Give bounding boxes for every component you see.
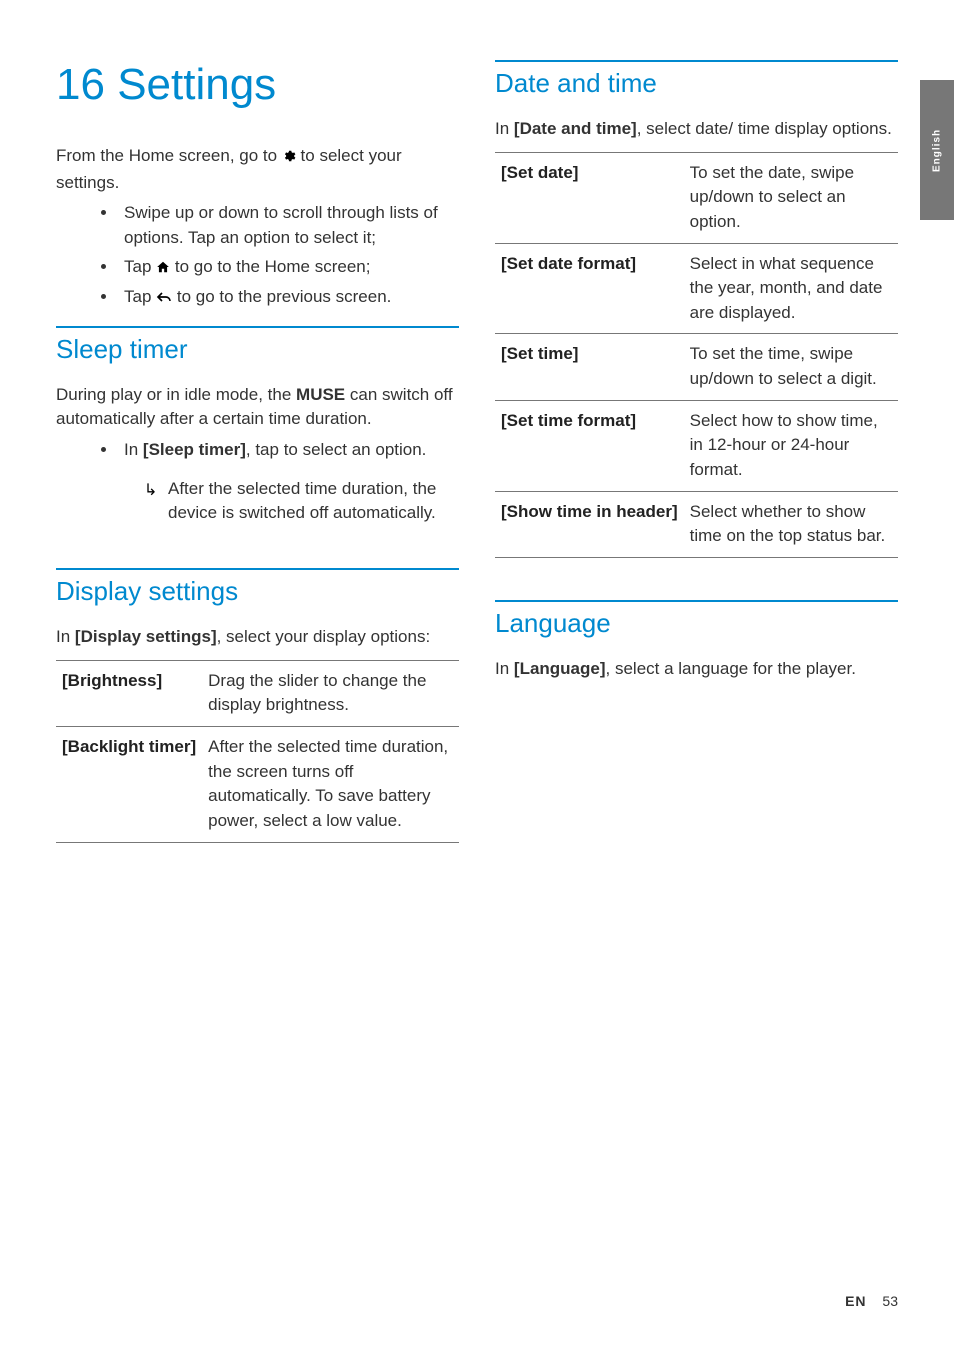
text: , tap to select an option. bbox=[246, 440, 427, 459]
text: In bbox=[124, 440, 143, 459]
text: , select your display options: bbox=[217, 627, 431, 646]
option-value: After the selected time duration, the sc… bbox=[202, 726, 459, 842]
section-heading: Date and time bbox=[495, 68, 898, 99]
table-row: [Show time in header]Select whether to s… bbox=[495, 491, 898, 557]
text-strong: [Language] bbox=[514, 659, 606, 678]
sleep-sub-bullet: After the selected time duration, the de… bbox=[56, 477, 459, 526]
gear-icon bbox=[282, 146, 296, 171]
option-value: To set the date, swipe up/down to select… bbox=[684, 152, 898, 243]
text: In bbox=[495, 659, 514, 678]
page-content: 16 Settings From the Home screen, go to … bbox=[56, 60, 898, 885]
footer-lang: EN bbox=[845, 1293, 866, 1309]
sleep-paragraph: During play or in idle mode, the MUSE ca… bbox=[56, 383, 459, 432]
left-column: 16 Settings From the Home screen, go to … bbox=[56, 60, 459, 885]
section-rule bbox=[56, 326, 459, 328]
table-row: [Set date]To set the date, swipe up/down… bbox=[495, 152, 898, 243]
section-heading: Sleep timer bbox=[56, 334, 459, 365]
table-row: [Set date format]Select in what sequence… bbox=[495, 243, 898, 334]
chapter-title: Settings bbox=[117, 60, 276, 109]
datetime-paragraph: In [Date and time], select date/ time di… bbox=[495, 117, 898, 142]
option-value: To set the time, swipe up/down to select… bbox=[684, 334, 898, 400]
text: In bbox=[56, 627, 75, 646]
text: , select a language for the player. bbox=[606, 659, 856, 678]
datetime-options-table: [Set date]To set the date, swipe up/down… bbox=[495, 152, 898, 558]
list-item: Tap to go to the previous screen. bbox=[118, 285, 459, 312]
section-heading: Display settings bbox=[56, 576, 459, 607]
text-strong: [Sleep timer] bbox=[143, 440, 246, 459]
text: During play or in idle mode, the bbox=[56, 385, 296, 404]
page-title: 16 Settings bbox=[56, 60, 459, 110]
chapter-number: 16 bbox=[56, 60, 105, 109]
list-item: After the selected time duration, the de… bbox=[144, 477, 459, 526]
text-strong: [Date and time] bbox=[514, 119, 637, 138]
sleep-bullets: In [Sleep timer], tap to select an optio… bbox=[56, 438, 459, 463]
option-key: [Backlight timer] bbox=[56, 726, 202, 842]
option-key: [Set date] bbox=[495, 152, 684, 243]
text-strong: MUSE bbox=[296, 385, 345, 404]
text: Tap bbox=[124, 257, 156, 276]
table-row: [Set time format]Select how to show time… bbox=[495, 400, 898, 491]
option-value: Select whether to show time on the top s… bbox=[684, 491, 898, 557]
text: From the Home screen, go to bbox=[56, 146, 282, 165]
language-section: Language In [Language], select a languag… bbox=[495, 600, 898, 682]
sleep-timer-section: Sleep timer During play or in idle mode,… bbox=[56, 326, 459, 526]
option-key: [Brightness] bbox=[56, 660, 202, 726]
display-settings-section: Display settings In [Display settings], … bbox=[56, 568, 459, 842]
option-key: [Set time] bbox=[495, 334, 684, 400]
option-value: Drag the slider to change the display br… bbox=[202, 660, 459, 726]
text-strong: [Display settings] bbox=[75, 627, 217, 646]
text: Tap bbox=[124, 287, 156, 306]
date-time-section: Date and time In [Date and time], select… bbox=[495, 60, 898, 558]
section-rule bbox=[56, 568, 459, 570]
option-key: [Show time in header] bbox=[495, 491, 684, 557]
section-rule bbox=[495, 60, 898, 62]
home-icon bbox=[156, 257, 170, 282]
right-column: Date and time In [Date and time], select… bbox=[495, 60, 898, 885]
list-item: In [Sleep timer], tap to select an optio… bbox=[118, 438, 459, 463]
intro-bullets: Swipe up or down to scroll through lists… bbox=[56, 201, 459, 312]
language-side-tab: English bbox=[920, 80, 954, 220]
table-row: [Backlight timer]After the selected time… bbox=[56, 726, 459, 842]
section-heading: Language bbox=[495, 608, 898, 639]
section-rule bbox=[495, 600, 898, 602]
list-item: Tap to go to the Home screen; bbox=[118, 255, 459, 282]
display-options-table: [Brightness]Drag the slider to change th… bbox=[56, 660, 459, 843]
display-paragraph: In [Display settings], select your displ… bbox=[56, 625, 459, 650]
list-item: Swipe up or down to scroll through lists… bbox=[118, 201, 459, 250]
option-key: [Set date format] bbox=[495, 243, 684, 334]
option-key: [Set time format] bbox=[495, 400, 684, 491]
language-paragraph: In [Language], select a language for the… bbox=[495, 657, 898, 682]
intro-text: From the Home screen, go to to select yo… bbox=[56, 144, 459, 195]
option-value: Select in what sequence the year, month,… bbox=[684, 243, 898, 334]
option-value: Select how to show time, in 12-hour or 2… bbox=[684, 400, 898, 491]
footer-page-number: 53 bbox=[882, 1293, 898, 1309]
text: , select date/ time display options. bbox=[637, 119, 892, 138]
text: to go to the previous screen. bbox=[172, 287, 391, 306]
text: to go to the Home screen; bbox=[170, 257, 370, 276]
text: In bbox=[495, 119, 514, 138]
back-icon bbox=[156, 287, 172, 312]
table-row: [Set time]To set the time, swipe up/down… bbox=[495, 334, 898, 400]
table-row: [Brightness]Drag the slider to change th… bbox=[56, 660, 459, 726]
page-footer: EN 53 bbox=[845, 1293, 898, 1309]
